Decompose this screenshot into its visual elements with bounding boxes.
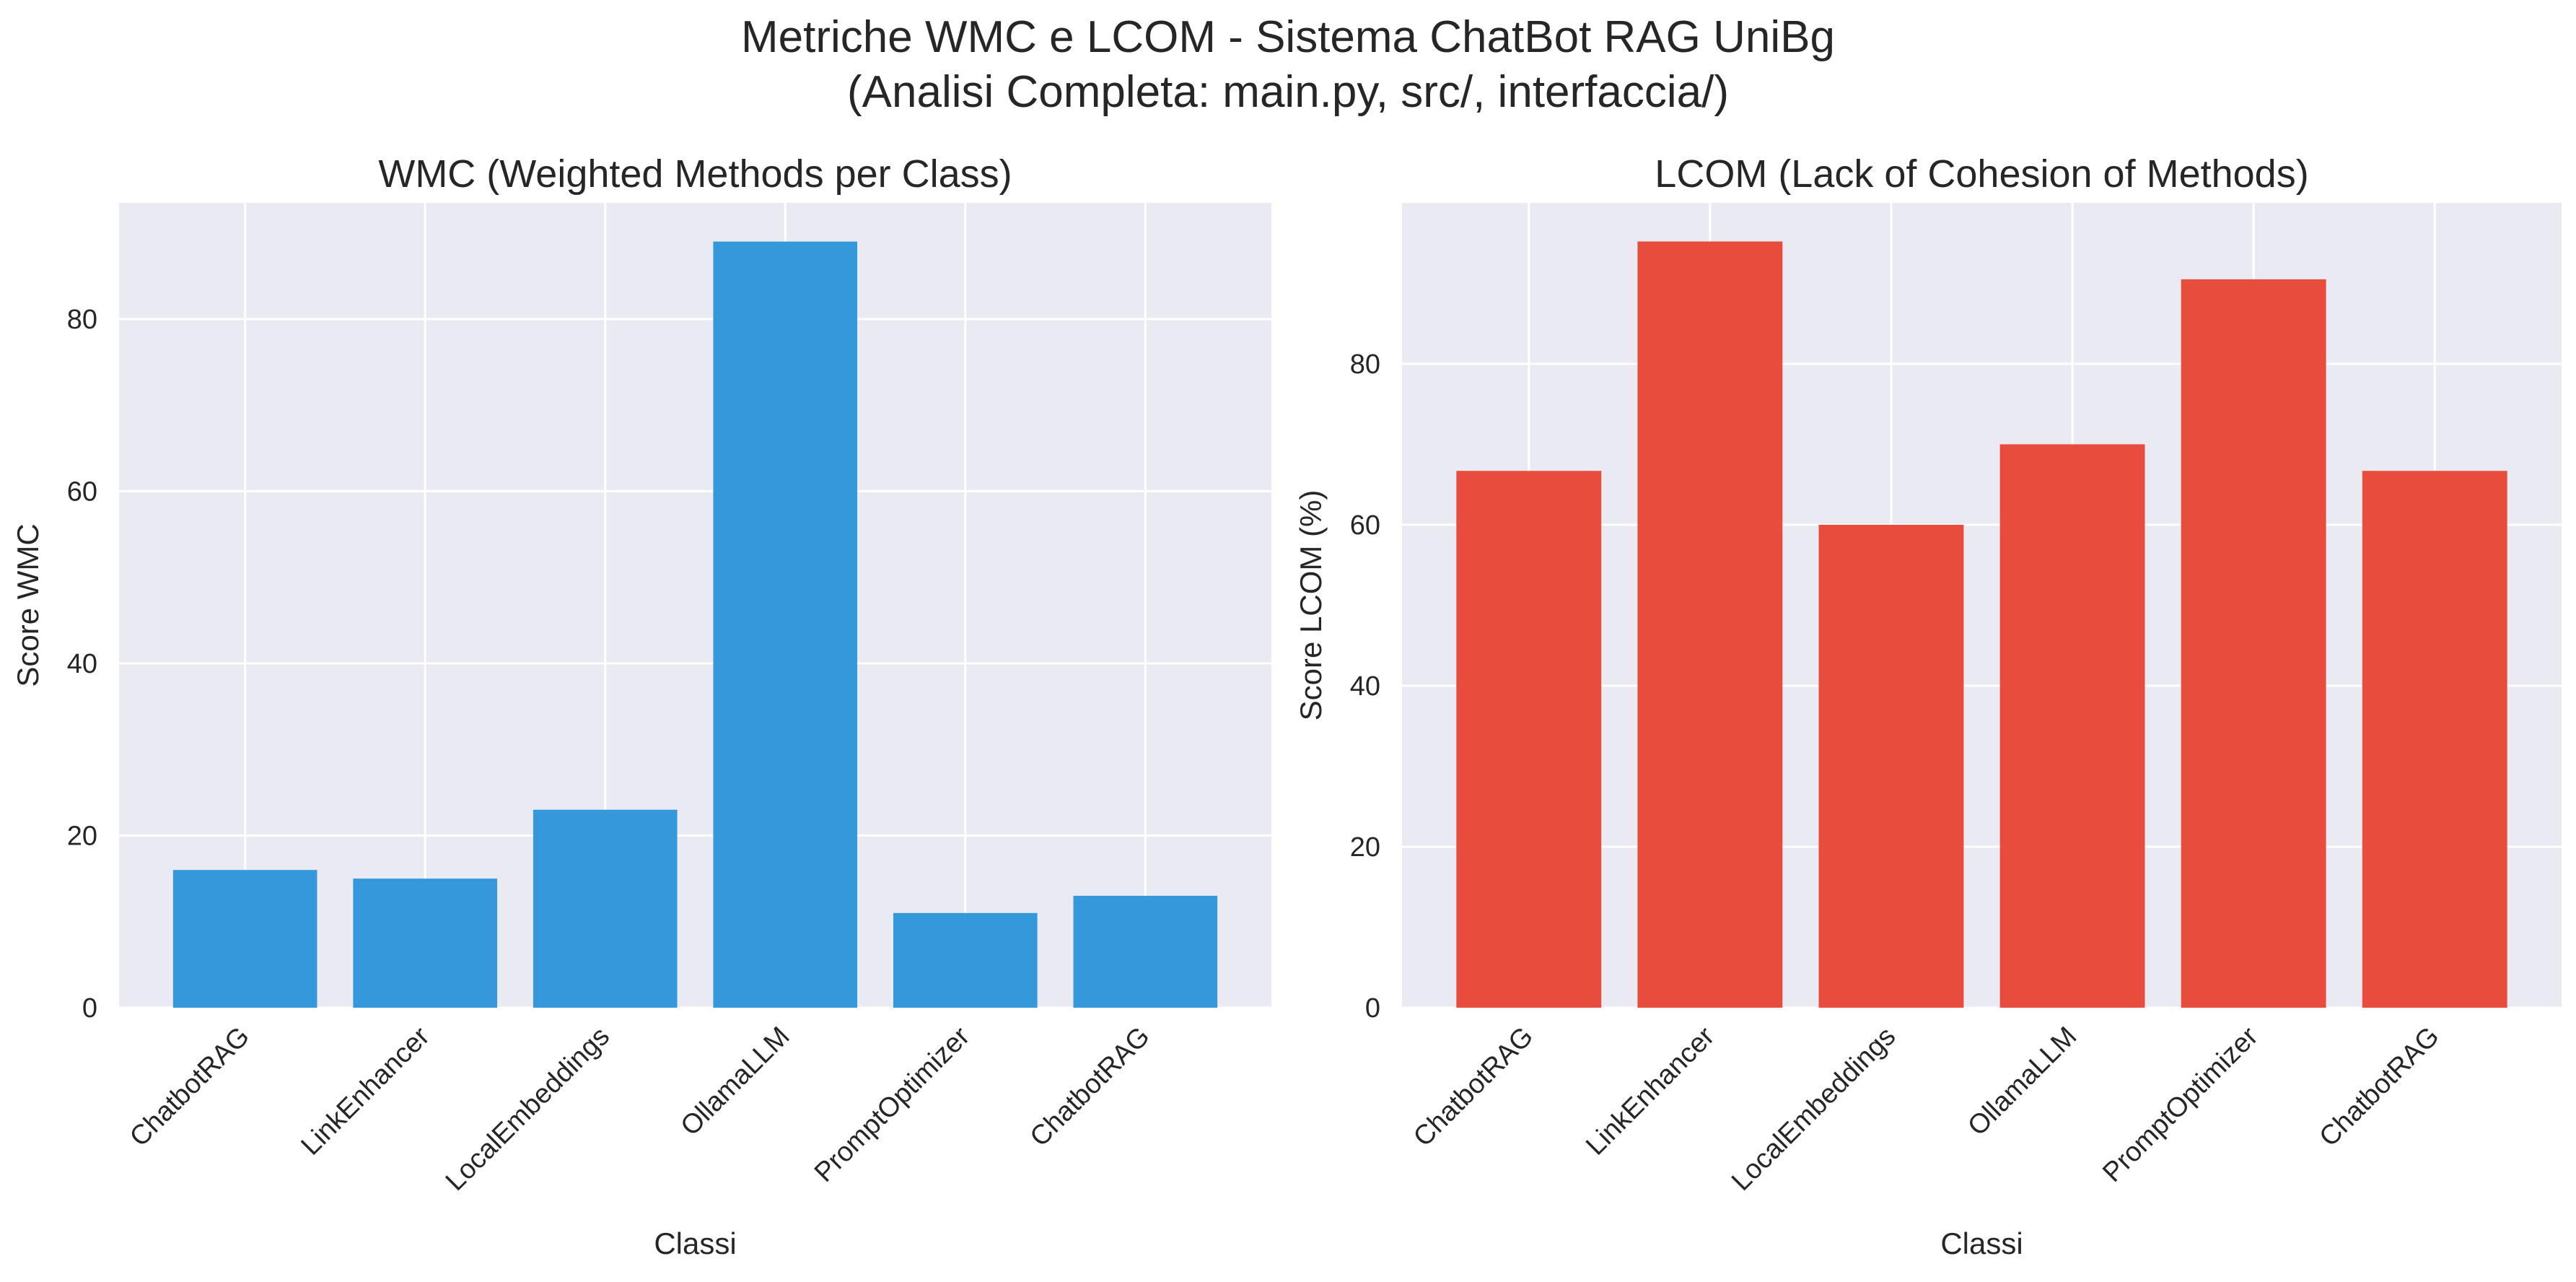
x-tick-label: ChatbotRAG <box>2314 1021 2445 1153</box>
x-tick-label: ChatbotRAG <box>1025 1021 1156 1153</box>
x-tick-label: ChatbotRAG <box>1408 1021 1539 1153</box>
subplot-title: WMC (Weighted Methods per Class) <box>378 152 1012 196</box>
x-tick-label: ChatbotRAG <box>124 1021 255 1153</box>
figure-title-line2: (Analisi Completa: main.py, src/, interf… <box>846 67 1730 117</box>
bar-ollamallm-3 <box>713 241 858 1008</box>
x-axis-label: Classi <box>1940 1226 2023 1260</box>
chart-wmc: 0 20 40 60 80 ChatbotRAG LinkEnhancer LocalEmbe… <box>11 152 1271 1260</box>
subplot-title: LCOM (Lack of Cohesion of Methods) <box>1655 152 2308 196</box>
y-axis-label: Score LCOM (%) <box>1294 490 1328 721</box>
x-tick-label: OllamaLLM <box>1962 1021 2082 1142</box>
y-tick-label: 60 <box>1350 510 1380 541</box>
bar-linkenhancer-1 <box>1637 241 1783 1008</box>
x-axis-label: Classi <box>654 1226 736 1260</box>
x-tick-label: LocalEmbeddings <box>440 1021 615 1197</box>
y-axis-label: Score WMC <box>11 523 45 686</box>
x-tick-label: OllamaLLM <box>675 1021 796 1142</box>
bar-localembeddings-2 <box>1818 525 1964 1008</box>
x-tick-label: LinkEnhancer <box>296 1021 436 1161</box>
x-tick-label: PromptOptimizer <box>809 1021 976 1188</box>
chart-lcom: 0 20 40 60 80 ChatbotRAG LinkEnhancer LocalEmbe… <box>1294 152 2562 1260</box>
y-tick-label: 60 <box>67 476 97 507</box>
bar-promptoptimizer-4 <box>2181 279 2326 1008</box>
bar-linkenhancer-1 <box>353 878 498 1008</box>
bar-chatbotrag-5 <box>2362 471 2507 1008</box>
y-tick-label: 80 <box>67 305 97 335</box>
x-tick-label: LinkEnhancer <box>1580 1021 1720 1161</box>
bar-chatbotrag-0 <box>1456 471 1602 1008</box>
x-tick-label: LocalEmbeddings <box>1726 1021 1901 1197</box>
bar-promptoptimizer-4 <box>893 912 1038 1008</box>
x-tick-label: PromptOptimizer <box>2097 1021 2264 1188</box>
bar-chatbotrag-0 <box>172 870 317 1008</box>
figure-title-line1: Metriche WMC e LCOM - Sistema ChatBot RA… <box>741 12 1835 62</box>
bar-chatbotrag-5 <box>1073 895 1218 1008</box>
y-tick-label: 40 <box>67 649 97 679</box>
y-tick-label: 80 <box>1350 349 1380 380</box>
bar-ollamallm-3 <box>1999 444 2145 1008</box>
y-tick-label: 20 <box>67 821 97 851</box>
y-tick-label: 20 <box>1350 832 1380 863</box>
y-tick-label: 0 <box>82 993 97 1024</box>
bar-localembeddings-2 <box>533 809 678 1008</box>
y-tick-label: 0 <box>1365 993 1380 1024</box>
y-tick-label: 40 <box>1350 671 1380 702</box>
